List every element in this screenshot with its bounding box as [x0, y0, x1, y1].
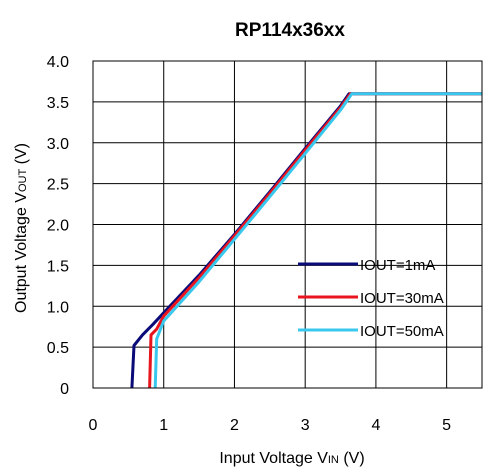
y-tick-labels: 0 0.5 1.0 1.5 2.0 2.5 3.0 3.5 4.0	[47, 54, 69, 398]
x-tick-label: 3	[301, 417, 310, 434]
x-tick-label: 5	[442, 417, 451, 434]
y-tick-label: 0.5	[47, 340, 69, 357]
x-tick-labels: 0 1 2 3 4 5	[89, 417, 452, 434]
y-axis-label-unit: (V)	[13, 143, 30, 169]
legend-label-3: IOUT=50mA	[360, 323, 444, 340]
y-axis-label: Output Voltage VOUT (V)	[13, 143, 30, 313]
x-axis-label-subscript: IN	[328, 454, 339, 466]
x-axis-label-main: Input Voltage V	[219, 450, 328, 467]
x-tick-label: 0	[89, 417, 98, 434]
series-line-3	[153, 92, 482, 389]
y-tick-label: 3.5	[47, 95, 69, 112]
plot-frame	[92, 60, 483, 389]
y-tick-label: 1.5	[47, 258, 69, 275]
series-group	[130, 92, 482, 389]
series-line-2	[148, 92, 482, 389]
y-tick-label: 2.5	[47, 177, 69, 194]
x-tick-label: 2	[230, 417, 239, 434]
x-tick-label: 1	[159, 417, 168, 434]
x-tick-label: 4	[371, 417, 380, 434]
legend: IOUT=1mA IOUT=30mA IOUT=50mA	[298, 257, 444, 340]
x-axis-label: Input Voltage VIN (V)	[219, 450, 364, 467]
legend-label-1: IOUT=1mA	[360, 257, 435, 274]
y-tick-label: 0	[60, 381, 69, 398]
y-tick-label: 3.0	[47, 136, 69, 153]
legend-label-2: IOUT=30mA	[360, 290, 444, 307]
x-axis-label-unit: (V)	[339, 450, 365, 467]
series-line-1	[130, 92, 482, 389]
y-tick-label: 1.0	[47, 299, 69, 316]
y-axis-label-main: Output Voltage V	[13, 192, 30, 313]
y-tick-label: 2.0	[47, 218, 69, 235]
y-tick-label: 4.0	[47, 54, 69, 71]
chart-title: RP114x36xx	[235, 20, 345, 41]
y-axis-label-subscript: OUT	[17, 169, 29, 193]
